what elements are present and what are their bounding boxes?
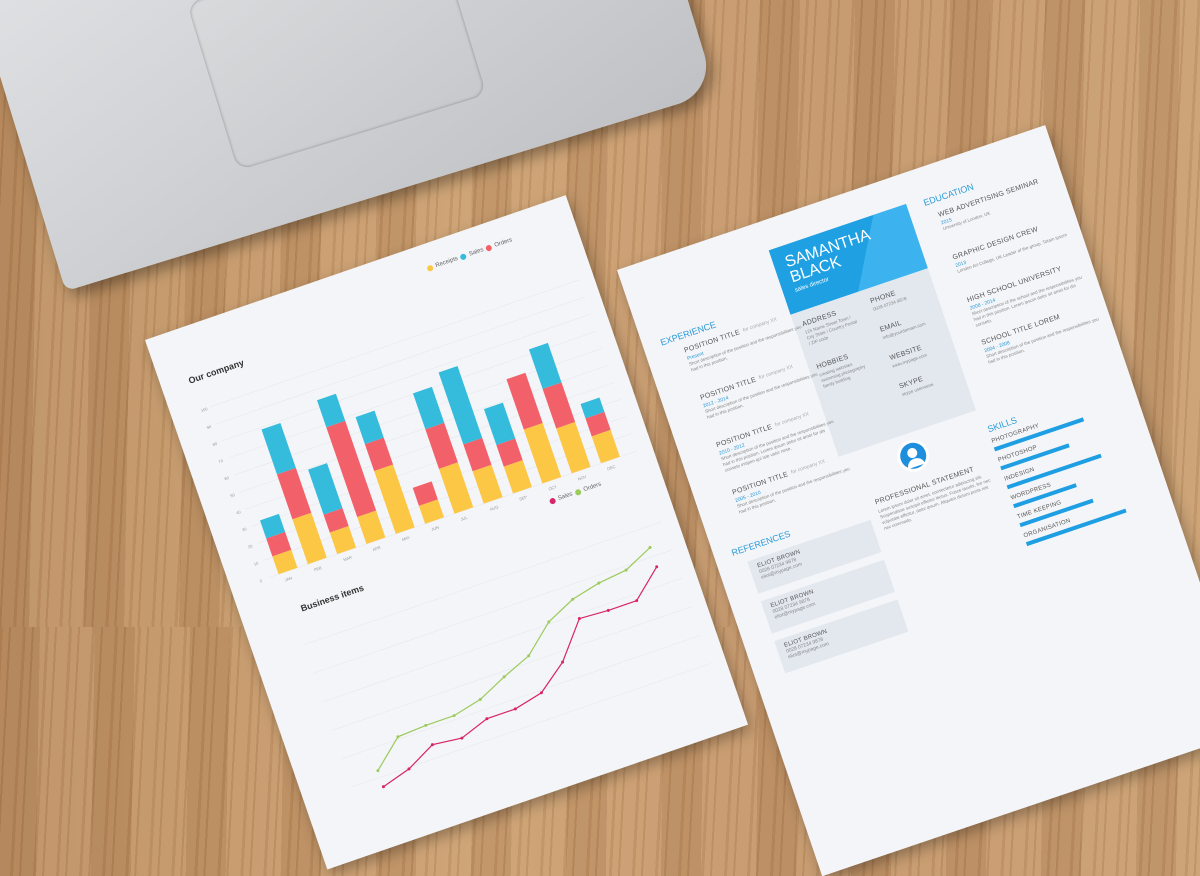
- bar-segment: [523, 423, 562, 484]
- bar-segment: [261, 422, 296, 475]
- legend-dot: [485, 244, 493, 252]
- data-point: [547, 620, 551, 624]
- gridline: [210, 279, 580, 408]
- data-point: [648, 545, 652, 549]
- bar-segment: [329, 526, 357, 555]
- bar-segment: [580, 397, 605, 419]
- gridline: [351, 663, 712, 788]
- trackpad: [186, 0, 487, 171]
- y-tick-label: 10: [253, 560, 260, 566]
- y-tick-label: 30: [241, 526, 248, 532]
- avatar-icon: [892, 435, 934, 477]
- data-point: [577, 617, 581, 621]
- y-tick-label: 40: [235, 509, 242, 515]
- bar-segment: [542, 382, 576, 429]
- data-point: [635, 599, 639, 603]
- bar-segment: [412, 386, 445, 430]
- bar-segment: [272, 549, 298, 575]
- y-tick-label: 80: [212, 441, 219, 447]
- bar-segment: [355, 410, 384, 445]
- bar-segment: [276, 467, 312, 520]
- bar-segment: [528, 342, 562, 389]
- bar-segment: [585, 411, 611, 437]
- bar-segment: [506, 372, 543, 430]
- position-company: for company XX: [774, 411, 810, 429]
- gridline: [332, 606, 692, 731]
- position-company: for company XX: [790, 458, 826, 476]
- bar-segment: [316, 393, 346, 428]
- gridline: [222, 313, 591, 442]
- bar-segment: [463, 437, 492, 472]
- y-tick-label: 60: [224, 475, 231, 481]
- data-point: [424, 723, 428, 727]
- legend-label: Orders: [493, 237, 514, 249]
- bar-segment: [503, 460, 532, 494]
- bar-segment: [364, 437, 394, 472]
- bar-segment: [412, 481, 438, 506]
- y-tick-label: 100: [200, 406, 209, 413]
- legend-dot: [426, 264, 434, 273]
- x-tick-label: OCT: [548, 484, 558, 492]
- bar-segment: [266, 531, 292, 557]
- x-tick-label: FEB: [313, 565, 322, 572]
- bar-segment: [438, 365, 483, 445]
- data-point: [655, 565, 659, 569]
- bar-segment: [259, 513, 286, 539]
- y-tick-label: 0: [259, 578, 263, 584]
- bar-segment: [472, 464, 503, 504]
- data-point: [571, 597, 575, 601]
- bar-segment: [483, 402, 516, 446]
- x-tick-label: AUG: [489, 504, 499, 512]
- data-point: [624, 568, 628, 572]
- position-company: for company XX: [742, 316, 778, 334]
- gridline: [322, 577, 682, 703]
- y-tick-label: 20: [247, 543, 254, 549]
- bar-segment: [374, 464, 415, 534]
- x-tick-label: JAN: [284, 575, 293, 582]
- legend-label: Receipts: [434, 255, 459, 270]
- bar-segment: [496, 438, 523, 467]
- x-tick-label: MAR: [343, 555, 353, 563]
- bar-chart: 0 10 20 30 40 50 60 70 80 90 100 JAN FEB MAR APR MAY JUN…: [200, 279, 638, 584]
- x-tick-label: NOV: [577, 474, 587, 482]
- bar-segment: [556, 421, 591, 474]
- x-tick-label: SEP: [518, 494, 528, 501]
- line-series: [377, 547, 651, 771]
- laptop: Z X C V alt option command: [0, 0, 717, 292]
- bar-legend: Receipts Sales Orders: [426, 237, 514, 273]
- data-point: [597, 581, 601, 585]
- x-tick-label: JUN: [431, 525, 440, 532]
- y-tick-label: 50: [230, 492, 237, 498]
- bar-segment: [308, 463, 343, 515]
- gridline: [216, 296, 586, 425]
- x-tick-label: JUL: [460, 515, 469, 522]
- bar-segment: [591, 429, 620, 464]
- legend-label: Sales: [468, 247, 485, 258]
- data-point: [606, 608, 610, 612]
- y-tick-label: 70: [218, 458, 225, 464]
- line-series: [383, 566, 658, 788]
- x-tick-label: APR: [372, 545, 382, 552]
- bar-segment: [326, 420, 377, 518]
- x-tick-label: DEC: [606, 464, 616, 472]
- bar-segment: [323, 508, 349, 533]
- bar-segment: [292, 512, 327, 565]
- bar-segment: [425, 422, 458, 469]
- bar-segment: [357, 510, 386, 545]
- bar-segment: [438, 462, 474, 514]
- position-company: for company XX: [758, 363, 794, 381]
- resume-paper: SAMANTHA BLACK sales director EXPERIENCE…: [617, 125, 1200, 876]
- chart-paper: Our company Receipts Sales Orders 0 10 20 3…: [145, 195, 749, 870]
- y-tick-label: 90: [206, 424, 213, 430]
- bar-segment: [418, 499, 445, 524]
- x-tick-label: MAY: [401, 535, 411, 543]
- legend-dot: [459, 252, 468, 261]
- gridline: [302, 521, 663, 646]
